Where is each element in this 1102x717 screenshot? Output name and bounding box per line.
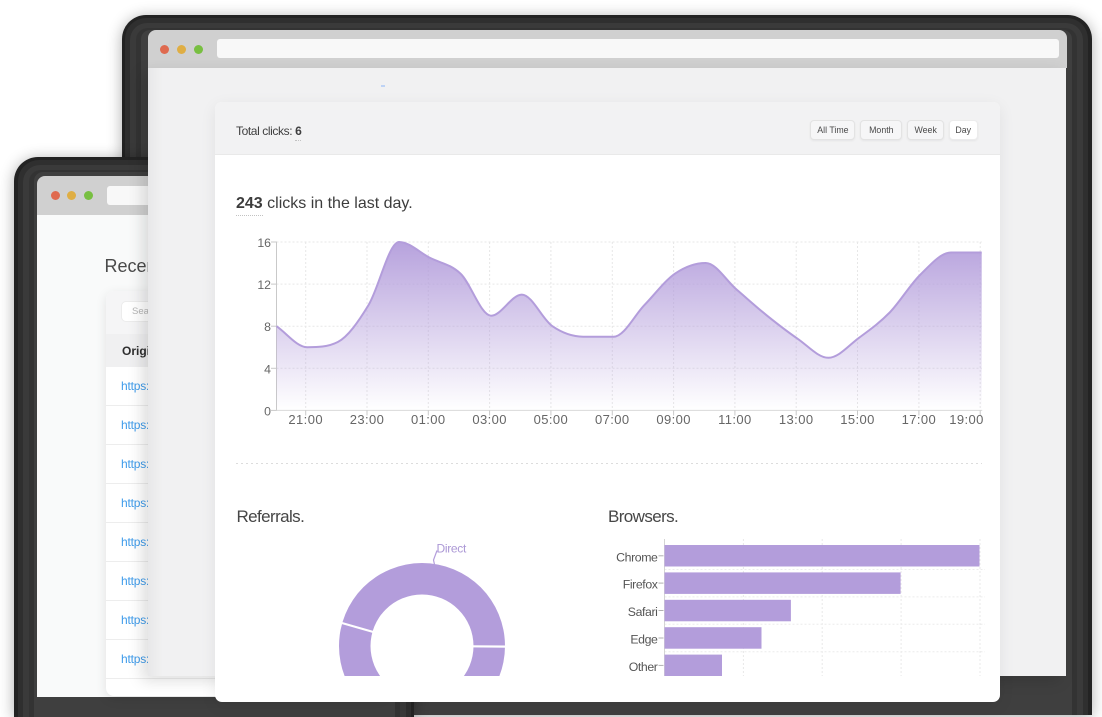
- svg-text:21:00: 21:00: [288, 412, 323, 427]
- svg-text:Edge: Edge: [630, 633, 658, 647]
- svg-text:Firefox: Firefox: [623, 578, 659, 592]
- svg-text:17:00: 17:00: [902, 412, 937, 427]
- svg-text:15:00: 15:00: [840, 412, 875, 427]
- svg-text:Direct: Direct: [437, 542, 468, 556]
- svg-text:01:00: 01:00: [411, 412, 446, 427]
- svg-text:23:00: 23:00: [350, 412, 385, 427]
- svg-text:11:00: 11:00: [718, 412, 752, 427]
- svg-text:4: 4: [264, 362, 271, 376]
- svg-text:03:00: 03:00: [472, 412, 507, 427]
- svg-text:Other: Other: [629, 660, 658, 674]
- svg-text:09:00: 09:00: [656, 412, 691, 427]
- svg-text:Chrome: Chrome: [616, 550, 658, 564]
- svg-text:07:00: 07:00: [595, 412, 630, 427]
- svg-text:0: 0: [264, 404, 271, 418]
- svg-text:19:00: 19:00: [949, 412, 984, 427]
- svg-text:16: 16: [257, 236, 271, 250]
- svg-text:Safari: Safari: [628, 605, 658, 619]
- svg-text:05:00: 05:00: [534, 412, 569, 427]
- svg-text:8: 8: [264, 320, 271, 334]
- svg-text:13:00: 13:00: [779, 412, 814, 427]
- svg-text:12: 12: [257, 278, 271, 292]
